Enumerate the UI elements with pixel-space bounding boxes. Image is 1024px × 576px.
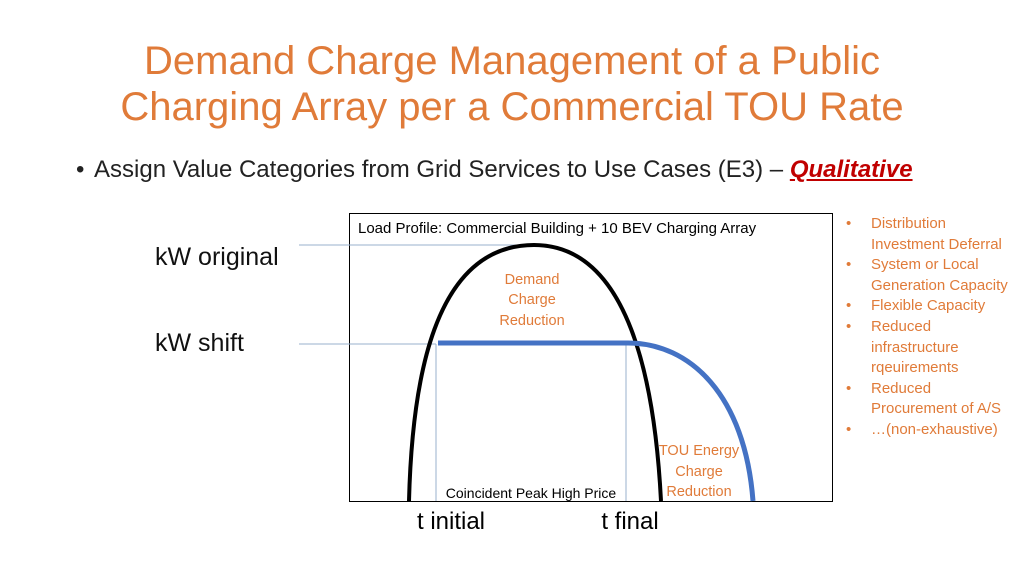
demand-reduction-line-3: Reduction bbox=[499, 313, 564, 329]
list-item: Reduced Procurement of A/S bbox=[846, 379, 1021, 420]
list-item: Distribution Investment Deferral bbox=[846, 214, 1021, 255]
tou-reduction-line-3: Reduction bbox=[666, 484, 731, 500]
t-final-label: t final bbox=[601, 508, 658, 535]
tou-reduction-line-1: TOU Energy bbox=[659, 443, 740, 459]
title-line-2: Charging Array per a Commercial TOU Rate bbox=[120, 85, 904, 129]
slide-title: Demand Charge Management of a Public Cha… bbox=[0, 38, 1024, 130]
list-item: …(non-exhaustive) bbox=[846, 420, 1021, 441]
kw-shift-label: kW shift bbox=[155, 329, 244, 357]
coincident-peak-label: Coincident Peak High Price bbox=[446, 485, 617, 501]
qualitative-emphasis: Qualitative bbox=[789, 156, 913, 183]
list-item: Reduced infrastructure rqeuirements bbox=[846, 317, 1021, 379]
bullet-text: Assign Value Categories from Grid Servic… bbox=[94, 156, 790, 183]
bullet-dot-icon: • bbox=[76, 156, 85, 183]
load-profile-frame bbox=[349, 213, 833, 502]
t-initial-label: t initial bbox=[417, 508, 485, 535]
list-item: Flexible Capacity bbox=[846, 296, 1021, 317]
kw-original-label: kW original bbox=[155, 243, 279, 271]
main-bullet: • Assign Value Categories from Grid Servi… bbox=[76, 156, 913, 184]
shifted-load-curve bbox=[438, 340, 756, 502]
box-title: Load Profile: Commercial Building + 10 B… bbox=[358, 220, 757, 237]
list-item: System or Local Generation Capacity bbox=[846, 255, 1021, 296]
tou-reduction-line-2: Charge bbox=[675, 464, 723, 480]
demand-reduction-line-2: Charge bbox=[508, 292, 556, 308]
original-load-curve bbox=[407, 242, 663, 502]
title-line-1: Demand Charge Management of a Public bbox=[144, 39, 880, 83]
demand-reduction-line-1: Demand bbox=[505, 272, 560, 288]
value-categories-list: Distribution Investment Deferral System … bbox=[846, 214, 1021, 441]
